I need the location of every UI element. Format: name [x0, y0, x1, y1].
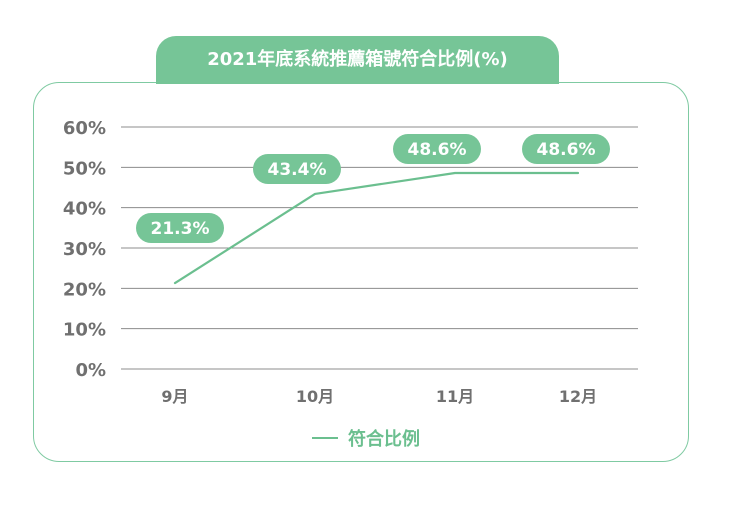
data-label-pill — [393, 134, 481, 164]
data-label-pill — [136, 213, 224, 243]
y-axis-ticks: 0% 10% 20% 30% 40% 50% 60% — [63, 118, 106, 381]
data-label-text: 48.6% — [537, 140, 596, 160]
y-tick-label: 30% — [63, 239, 106, 260]
y-tick-label: 0% — [75, 360, 106, 381]
data-label: 48.6% — [393, 134, 481, 164]
gridlines — [121, 126, 638, 370]
data-labels: 21.3% 43.4% 48.6% 48.6% — [136, 134, 610, 243]
y-tick-label: 50% — [63, 158, 106, 179]
data-label-text: 43.4% — [268, 160, 327, 180]
x-axis-ticks: 9月 10月 11月 12月 — [161, 387, 597, 406]
data-label-pill — [522, 134, 610, 164]
data-label-pill — [253, 154, 341, 184]
y-tick-label: 60% — [63, 118, 106, 139]
x-tick-label: 9月 — [161, 387, 188, 406]
y-tick-label: 40% — [63, 199, 106, 220]
x-tick-label: 11月 — [436, 387, 474, 406]
legend-swatch — [312, 436, 338, 440]
series-line-group — [173, 171, 580, 285]
y-tick-label: 20% — [63, 279, 106, 300]
data-label: 48.6% — [522, 134, 610, 164]
series-line — [173, 171, 580, 285]
data-label-text: 48.6% — [408, 140, 467, 160]
data-label-text: 21.3% — [151, 219, 210, 239]
legend: 符合比例 — [0, 425, 732, 451]
chart-title: 2021年底系統推薦箱號符合比例(%) — [156, 36, 559, 84]
x-tick-label: 12月 — [559, 387, 597, 406]
x-tick-label: 10月 — [296, 387, 334, 406]
y-tick-label: 10% — [63, 320, 106, 341]
data-label: 43.4% — [253, 154, 341, 184]
data-label: 21.3% — [136, 213, 224, 243]
legend-label: 符合比例 — [348, 429, 420, 450]
